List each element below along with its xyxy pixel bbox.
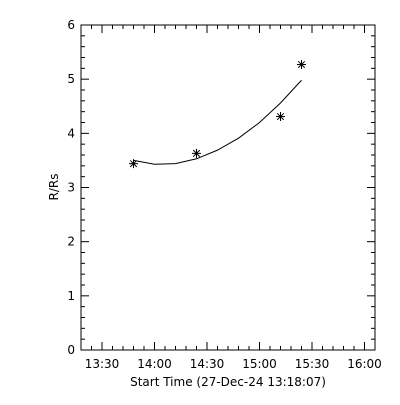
- data-point: [276, 112, 285, 122]
- data-point: [192, 148, 201, 158]
- plot-frame: [80, 24, 376, 351]
- y-tick-label: 1: [67, 289, 75, 303]
- x-tick-label: 13:30: [85, 357, 120, 371]
- x-tick-label: 14:00: [137, 357, 172, 371]
- y-axis-ticks: 0 1 2 3 4 5 6: [67, 18, 375, 357]
- x-tick-label: 16:00: [347, 357, 382, 371]
- data-points-layer: [129, 60, 306, 169]
- x-axis-ticks: 13:30 14:00 14:30 15:00 15:30 16:00: [80, 25, 382, 371]
- x-axis-label: Start Time (27-Dec-24 13:18:07): [130, 375, 326, 389]
- x-tick-label: 15:30: [295, 357, 330, 371]
- x-tick-label: 15:00: [242, 357, 277, 371]
- y-tick-label: 4: [67, 126, 75, 140]
- data-point: [297, 60, 306, 70]
- fit-curve: [133, 79, 302, 165]
- data-point: [129, 159, 138, 169]
- y-axis-label: R/Rs: [47, 174, 61, 201]
- fit-curve-layer: [133, 79, 302, 165]
- x-tick-label: 14:30: [190, 357, 225, 371]
- y-tick-label: 2: [67, 235, 75, 249]
- y-tick-label: 3: [67, 181, 75, 195]
- y-tick-label: 5: [67, 72, 75, 86]
- y-tick-label: 6: [67, 18, 75, 32]
- y-tick-label: 0: [67, 343, 75, 357]
